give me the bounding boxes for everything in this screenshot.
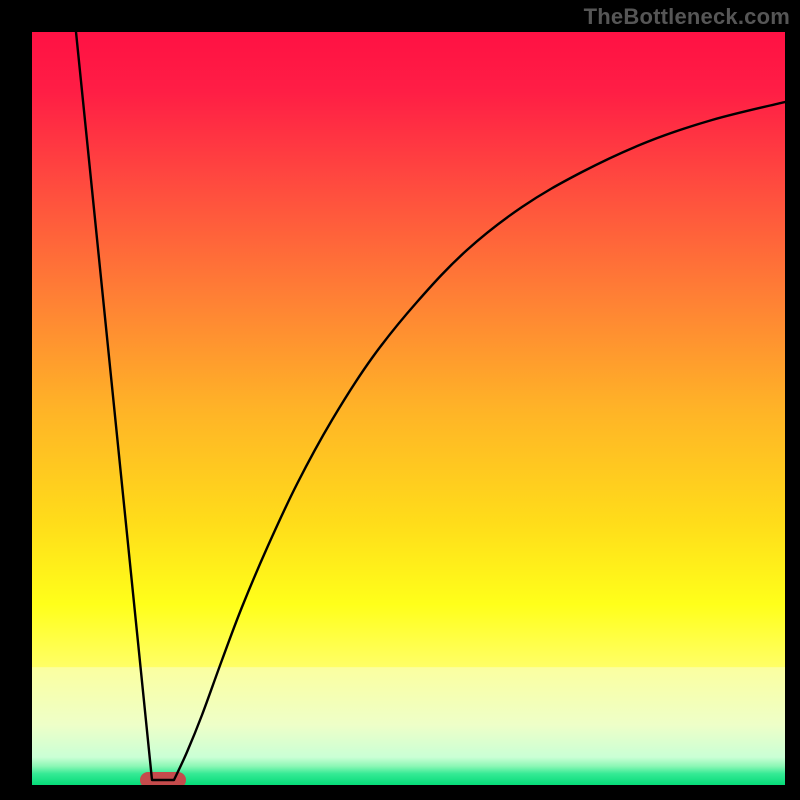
min-marker [140,772,186,785]
attribution-label: TheBottleneck.com [584,4,790,30]
gradient-background [32,32,785,785]
plot-svg [32,32,785,785]
plot-area [32,32,785,785]
chart-frame: TheBottleneck.com [0,0,800,800]
